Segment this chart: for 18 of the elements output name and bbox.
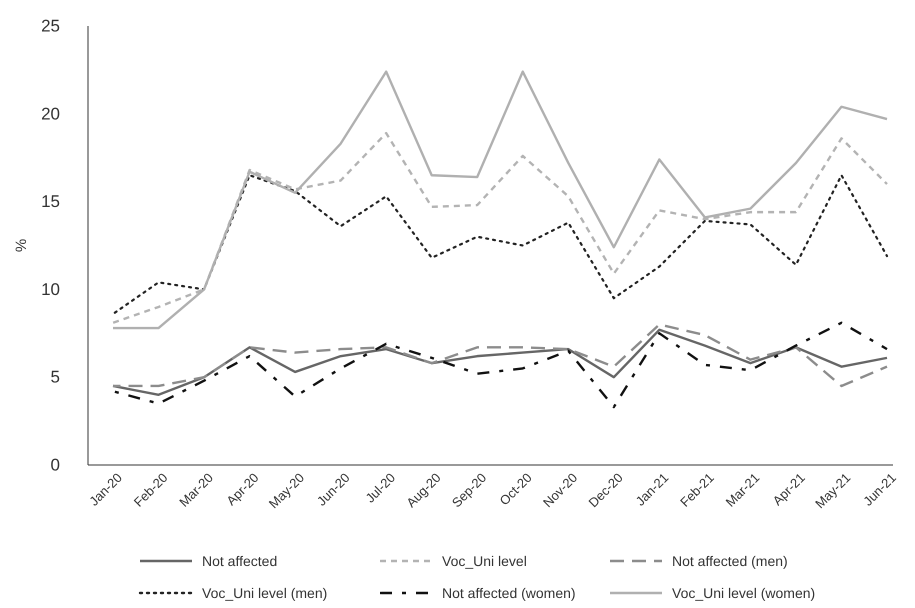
y-axis-title: % xyxy=(13,238,30,252)
line-series xyxy=(112,323,888,388)
y-tick-label: 20 xyxy=(41,104,60,124)
y-tick-label: 5 xyxy=(50,368,60,387)
y-tick-label: 10 xyxy=(41,280,60,299)
line-series xyxy=(112,70,888,330)
line-series xyxy=(112,322,888,408)
legend-label: Voc_Uni level xyxy=(442,553,527,569)
legend-label: Not affected (women) xyxy=(442,585,576,601)
line-series xyxy=(112,174,888,316)
y-tick-label: 25 xyxy=(41,16,60,36)
y-tick-label: 0 xyxy=(50,455,60,474)
legend-label: Voc_Uni level (women) xyxy=(672,585,816,601)
y-tick-label: 15 xyxy=(41,192,60,212)
legend-label: Voc_Uni level (men) xyxy=(202,585,328,601)
legend-label: Not affected xyxy=(202,553,278,569)
line-series xyxy=(112,328,888,396)
legend-label: Not affected (men) xyxy=(672,553,788,569)
